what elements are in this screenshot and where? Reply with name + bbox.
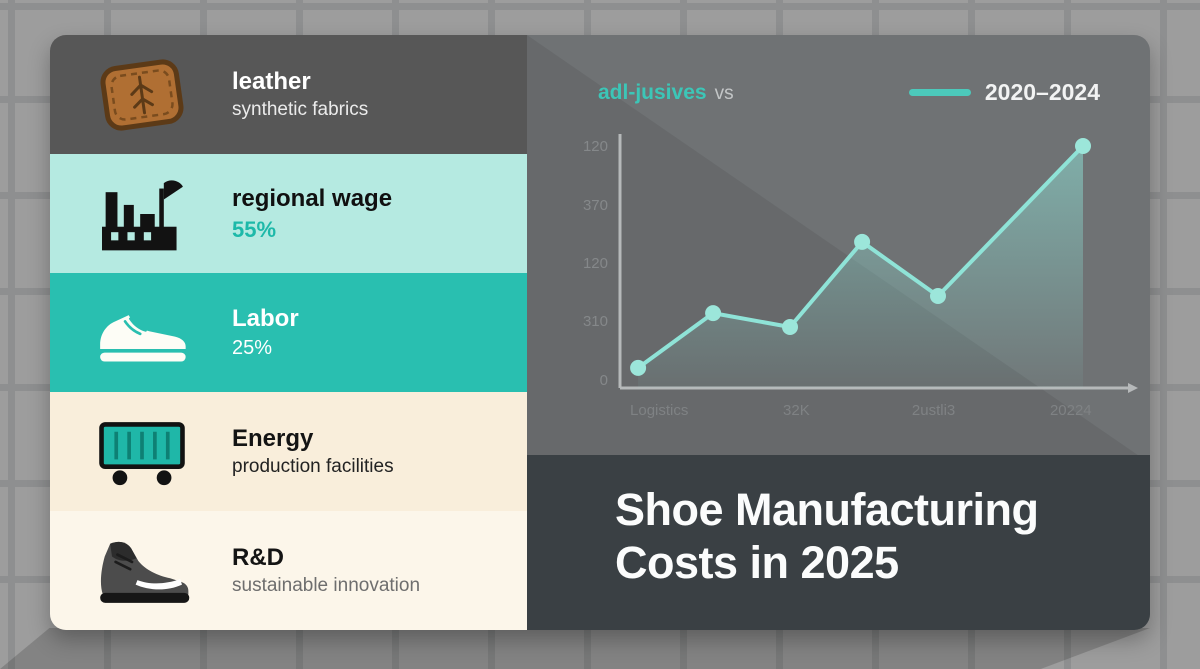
line-chart: 120 370 120 310 0 Logistics 32K 2ustli3 20224 (583, 134, 1138, 419)
x-axis-labels: Logistics 32K 2ustli3 20224 (620, 402, 1110, 422)
sneaker-icon (90, 298, 194, 368)
row-subtitle: production facilities (232, 456, 394, 478)
cost-factor-list: leather synthetic fabrics re (50, 35, 527, 630)
chart-panel: adl-jusives vs 2020–2024 120 370 120 310 0 Lo… (527, 35, 1150, 630)
list-item: regional wage 55% (50, 154, 527, 273)
title-panel: Shoe Manufacturing Costs in 2025 (527, 455, 1150, 630)
chart-legend: 2020–2024 (908, 79, 1100, 106)
series-label: adl-jusives (598, 80, 707, 104)
list-item: leather synthetic fabrics (50, 35, 527, 154)
row-subtitle: 55% (232, 216, 277, 242)
leather-patch-icon (90, 55, 194, 135)
row-title: Labor (232, 305, 299, 333)
row-title: R&D (232, 543, 284, 571)
row-title: leather (232, 67, 311, 95)
row-subtitle: sustainable innovation (232, 575, 421, 597)
container-icon (90, 413, 194, 491)
card-long-shadow (0, 628, 1150, 669)
legend-line-swatch (908, 89, 971, 96)
page-title: Shoe Manufacturing Costs in 2025 (615, 484, 1039, 589)
list-item: Energy production facilities (50, 392, 527, 511)
y-axis-labels: 120 370 120 310 0 (562, 138, 608, 389)
infographic-card: leather synthetic fabrics re (50, 35, 1150, 630)
y-tick-label: 310 (582, 313, 608, 331)
row-subtitle: 25% (232, 336, 273, 359)
x-tick-label: 20224 (1049, 402, 1092, 419)
chart-header: adl-jusives vs 2020–2024 (598, 79, 1100, 106)
hightop-sneaker-icon (90, 533, 194, 609)
x-tick-label: Logistics (630, 402, 689, 419)
chart-canvas (618, 134, 1138, 393)
row-title: regional wage (232, 185, 393, 213)
y-tick-label: 370 (582, 196, 608, 214)
row-title: Energy (232, 424, 314, 452)
row-subtitle: synthetic fabrics (232, 99, 369, 121)
list-item: R&D sustainable innovation (50, 511, 527, 630)
vs-label: vs (714, 82, 734, 104)
factory-icon (90, 174, 194, 254)
list-item: Labor 25% (50, 273, 527, 392)
y-tick-label: 0 (599, 371, 608, 389)
x-tick-label: 32K (783, 402, 810, 419)
legend-years-label: 2020–2024 (984, 79, 1100, 105)
x-tick-label: 2ustli3 (911, 402, 956, 419)
y-tick-label: 120 (582, 138, 608, 156)
y-tick-label: 120 (582, 255, 608, 272)
